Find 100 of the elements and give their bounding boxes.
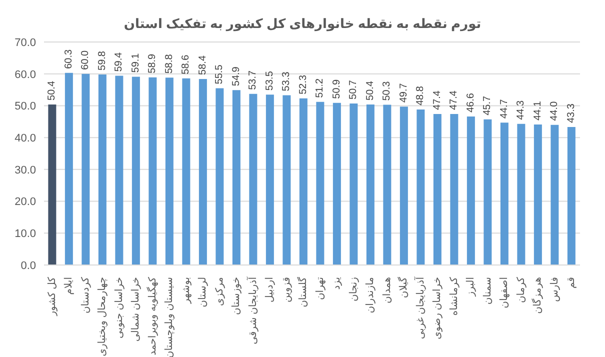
x-tick-label: قم: [566, 276, 578, 288]
data-label: 58.4: [197, 55, 208, 75]
bar: [534, 124, 542, 265]
bar: [148, 77, 157, 265]
x-tick-label: بوشهر: [180, 277, 192, 304]
x-tick-label: کل کشور: [46, 276, 58, 317]
y-tick-label: 10.0: [14, 228, 36, 240]
bar: [316, 102, 324, 265]
x-tick-label: زنجان: [348, 276, 360, 302]
x-tick-label: مرکزی: [214, 277, 226, 306]
y-tick-label: 0.0: [20, 260, 36, 272]
y-tick-label: 70.0: [14, 36, 36, 49]
x-tick-label: سمنان: [482, 277, 494, 305]
bar: [48, 104, 56, 265]
x-tick-label: گلستان: [297, 276, 310, 308]
bar: [64, 72, 73, 265]
data-label: 60.3: [63, 49, 74, 69]
data-label: 51.2: [314, 78, 326, 98]
data-label: 59.4: [114, 52, 125, 72]
bar: [115, 76, 124, 265]
data-label: 47.4: [432, 90, 443, 110]
data-label: 44.7: [498, 98, 510, 119]
y-tick-label: 20.0: [14, 196, 36, 208]
bar: [198, 78, 207, 265]
x-tick-label: تهران: [314, 276, 326, 300]
bar: [132, 76, 140, 265]
bar: [332, 102, 341, 265]
data-label: 43.3: [566, 103, 577, 124]
x-tick-label: همدان: [382, 277, 393, 304]
x-tick-label: آذربایجان شرقی: [246, 276, 259, 344]
bar: [400, 106, 408, 265]
bar: [266, 94, 274, 265]
data-label: 53.5: [264, 70, 276, 91]
x-tick-label: کرمان: [516, 276, 527, 304]
data-label: 58.9: [147, 53, 158, 74]
data-label: 55.5: [214, 64, 226, 84]
x-tick-label: یزد: [332, 276, 343, 290]
y-tick-label: 40.0: [14, 132, 36, 144]
x-tick-label: کهگیلویه وبویراحمد: [146, 276, 158, 356]
data-label: 45.7: [482, 96, 494, 116]
data-label: 49.7: [398, 82, 410, 103]
bar: [98, 74, 106, 265]
y-tick-label: 60.0: [14, 68, 36, 81]
bar: [550, 124, 559, 265]
bar: [517, 124, 526, 265]
x-tick-label: چهارمحال وبختیاری: [97, 277, 108, 356]
x-tick-label: خراسان جنوبی: [114, 277, 125, 339]
data-label: 53.3: [281, 71, 292, 92]
bar: [466, 116, 475, 265]
x-tick-label: آذربایجان غربی: [413, 276, 426, 340]
data-label: 58.8: [164, 54, 175, 74]
data-label: 47.4: [448, 90, 460, 110]
bar: [182, 78, 190, 265]
bar: [249, 94, 258, 265]
x-tick-label: اصفهان: [499, 277, 510, 308]
bar: [282, 95, 291, 265]
data-label: 60.0: [80, 50, 92, 70]
x-tick-label: فارس: [549, 276, 560, 302]
data-label: 50.4: [46, 80, 58, 100]
bar: [484, 119, 492, 265]
data-label: 54.9: [230, 66, 242, 86]
data-label: 59.1: [130, 52, 142, 73]
x-tick-label: گیلان: [398, 276, 410, 298]
x-tick-label: قزوین: [281, 276, 292, 303]
bar: [383, 104, 392, 265]
data-label: 50.9: [331, 78, 342, 99]
bar: [82, 74, 90, 265]
x-tick-label: خراسان رضوی: [432, 277, 444, 340]
bar: [450, 114, 458, 265]
data-label: 44.3: [516, 100, 527, 120]
data-label: 48.8: [415, 86, 426, 106]
x-tick-label: سیستان وبلوچستان: [164, 277, 176, 357]
x-tick-label: لرستان: [198, 277, 209, 308]
bar: [216, 88, 224, 265]
x-tick-label: خوزستان: [231, 277, 242, 315]
x-tick-label: مازندران: [365, 277, 376, 314]
bar: [416, 110, 425, 265]
data-label: 58.6: [180, 54, 192, 74]
x-tick-label: خراسان شمالی: [130, 277, 142, 342]
y-tick-label: 30.0: [14, 164, 36, 176]
bar: [567, 127, 576, 265]
data-label: 50.7: [348, 80, 360, 100]
chart-title: تورم نقطه به نقطه خانوارهای کل کشور به تفکیک استان: [122, 15, 482, 34]
data-label: 50.3: [382, 80, 393, 101]
y-tick-label: 50.0: [14, 100, 36, 113]
x-tick-label: کرمانشاه: [448, 276, 460, 316]
data-label: 52.3: [298, 74, 309, 94]
bar: [500, 122, 508, 265]
data-label: 53.7: [248, 70, 259, 90]
x-tick-label: اردبیل: [264, 277, 276, 302]
data-label: 50.4: [364, 80, 376, 100]
x-tick-label: البرز: [466, 277, 477, 298]
bar: [232, 90, 240, 265]
x-tick-label: ایلام: [64, 277, 75, 295]
data-label: 59.8: [96, 50, 108, 70]
bar: [165, 78, 174, 265]
data-label: 46.6: [465, 92, 476, 113]
bar: [299, 98, 308, 265]
x-tick-label: کردستان: [80, 276, 92, 314]
bar: [366, 104, 374, 265]
